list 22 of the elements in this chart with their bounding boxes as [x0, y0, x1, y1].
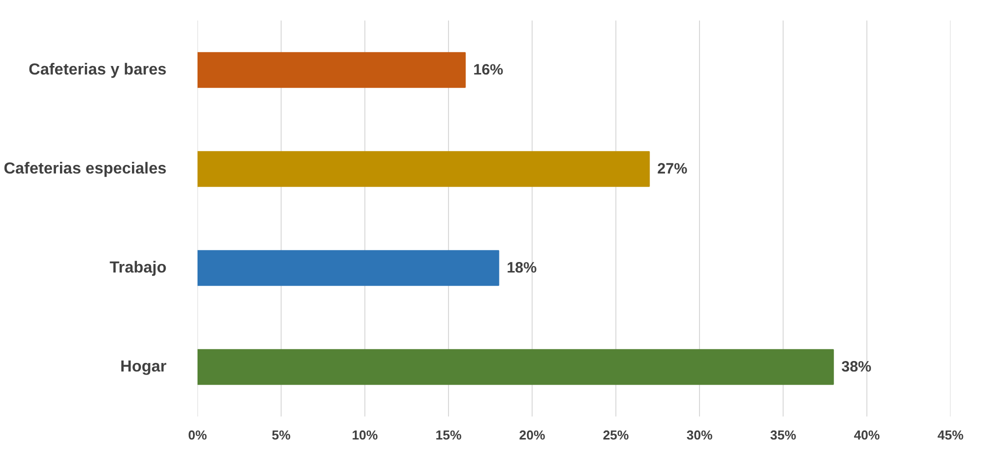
y-tick-label: Trabajo [110, 260, 167, 276]
data-label: 27% [657, 160, 688, 178]
x-tick-label: 30% [686, 428, 713, 442]
x-tick-label: 25% [602, 428, 630, 442]
bar [198, 250, 500, 286]
x-tick-label: 0% [188, 428, 208, 442]
y-tick-label: Cafeterias especiales [4, 160, 167, 178]
data-label: 16% [473, 62, 504, 78]
x-tick-label: 10% [352, 428, 378, 442]
x-tick-label: 15% [435, 428, 462, 442]
x-tick-label: 40% [854, 428, 880, 442]
data-label: 18% [506, 260, 537, 276]
x-tick-label: 45% [937, 428, 964, 442]
x-tick-label: 20% [519, 428, 546, 442]
x-tick-label: 5% [272, 428, 291, 442]
bar [198, 52, 466, 88]
bar [198, 151, 650, 187]
bar [198, 349, 834, 385]
x-tick-label: 35% [770, 428, 797, 442]
y-tick-label: Hogar [120, 358, 167, 376]
data-label: 38% [841, 358, 872, 376]
y-tick-label: Cafeterias y bares [28, 62, 167, 78]
